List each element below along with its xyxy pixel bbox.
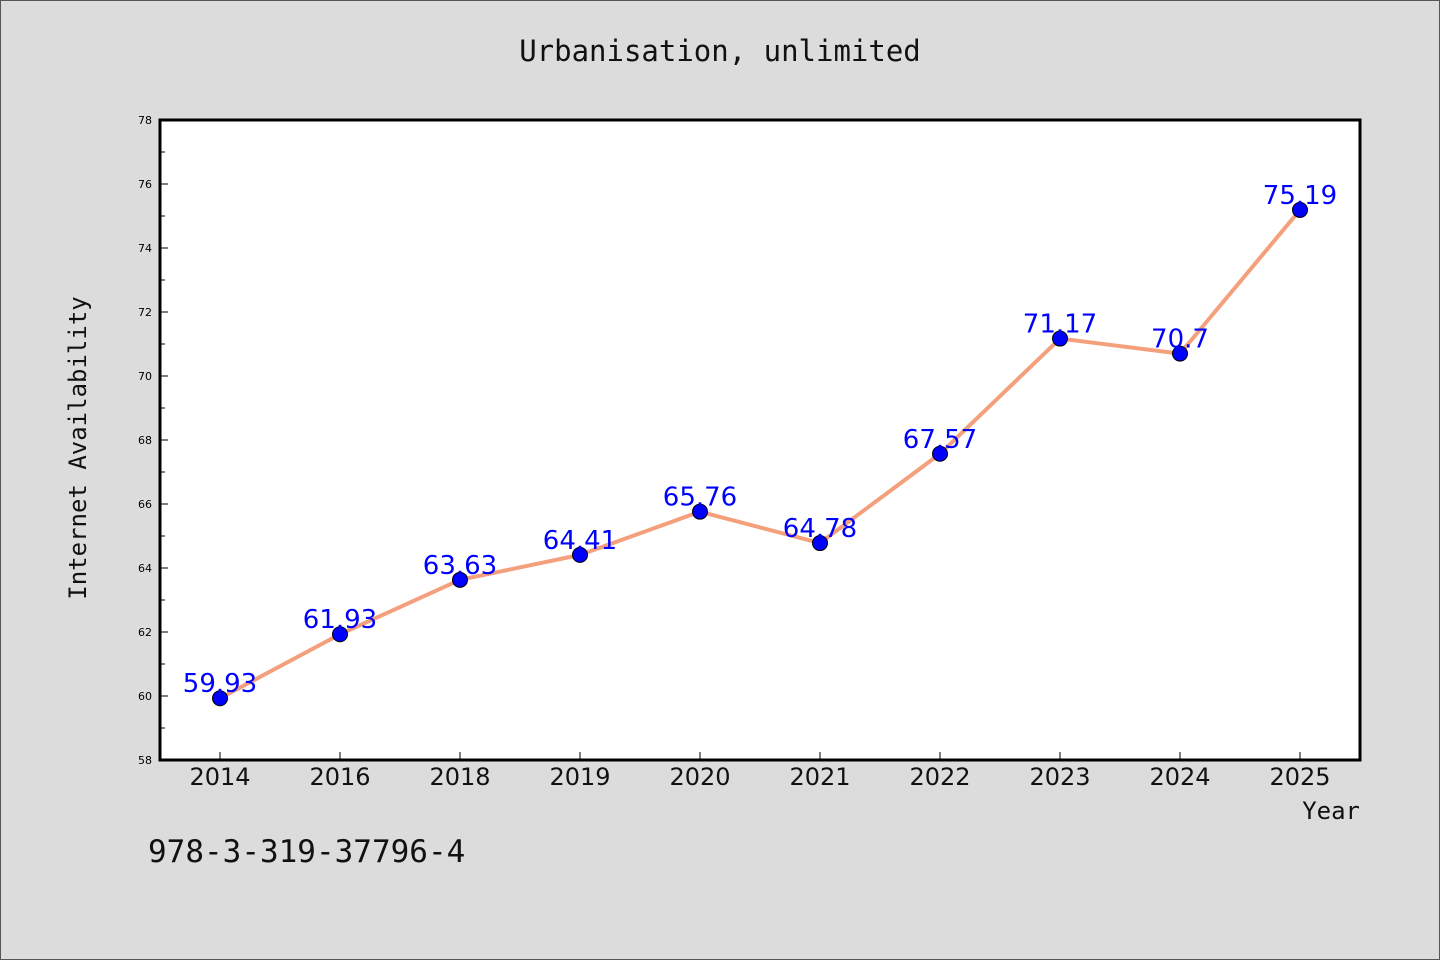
- data-point: [332, 626, 348, 643]
- data-label: 64.78: [783, 514, 857, 544]
- y-tick-label: 64: [138, 562, 152, 575]
- isbn-text: 978-3-319-37796-4: [148, 834, 466, 870]
- y-tick-label: 58: [138, 754, 152, 767]
- data-label: 64.41: [543, 526, 617, 556]
- x-axis-label: Year: [1302, 797, 1360, 825]
- series-line-segment: [458, 552, 582, 582]
- series-line-segment: [578, 509, 702, 557]
- x-tick-label: 2024: [1149, 763, 1210, 791]
- y-tick-label: 72: [138, 306, 152, 319]
- series-line-segment: [938, 336, 1062, 456]
- data-point: [1172, 345, 1188, 362]
- data-label: 63.63: [423, 551, 497, 581]
- series-line-segment: [698, 509, 822, 546]
- plot-area: [160, 120, 1360, 760]
- series-line-segment: [818, 451, 942, 546]
- y-tick-label: 76: [138, 178, 152, 191]
- series-line-segment: [338, 577, 462, 637]
- data-point: [692, 503, 708, 520]
- plot-frame: [158, 118, 1362, 762]
- x-tick-label: 2025: [1269, 763, 1330, 791]
- x-tick-label: 2021: [789, 763, 850, 791]
- y-tick-label: 62: [138, 626, 152, 639]
- x-tick-label: 2020: [669, 763, 730, 791]
- x-tick-label: 2019: [549, 763, 610, 791]
- series-line-segment: [1058, 336, 1182, 356]
- data-label: 71.17: [1023, 310, 1097, 340]
- y-tick-label: 68: [138, 434, 152, 447]
- x-tick-label: 2022: [909, 763, 970, 791]
- data-point: [812, 535, 828, 552]
- data-label: 70.7: [1151, 325, 1209, 355]
- chart-title: Urbanisation, unlimited: [519, 34, 921, 68]
- x-tick-label: 2018: [429, 763, 490, 791]
- data-point: [572, 546, 588, 563]
- series-line-segment: [218, 632, 342, 701]
- data-label: 59.93: [183, 669, 257, 699]
- data-point: [1052, 330, 1068, 347]
- x-tick-label: 2014: [189, 763, 250, 791]
- y-tick-label: 70: [138, 370, 152, 383]
- data-point: [212, 690, 228, 707]
- series-line-segment: [1178, 207, 1302, 356]
- data-point: [1292, 201, 1308, 218]
- data-point: [452, 571, 468, 588]
- x-tick-label: 2016: [309, 763, 370, 791]
- data-label: 65.76: [663, 483, 737, 513]
- data-label: 75.19: [1263, 181, 1337, 211]
- y-tick-label: 66: [138, 498, 152, 511]
- y-tick-label: 60: [138, 690, 152, 703]
- x-tick-label: 2023: [1029, 763, 1090, 791]
- data-point: [932, 445, 948, 462]
- y-tick-label: 78: [138, 114, 152, 127]
- data-label: 61.93: [303, 605, 377, 635]
- data-label: 67.57: [903, 425, 977, 455]
- y-tick-label: 74: [138, 242, 152, 255]
